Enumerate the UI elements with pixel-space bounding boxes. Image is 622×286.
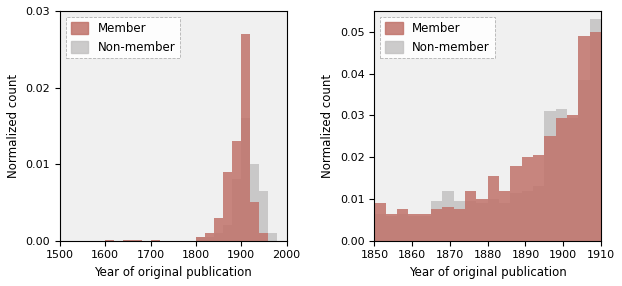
X-axis label: Year of original publication: Year of original publication <box>409 266 567 279</box>
Y-axis label: Normalized count: Normalized count <box>7 74 20 178</box>
Legend: Member, Non-member: Member, Non-member <box>66 17 180 58</box>
Y-axis label: Normalized count: Normalized count <box>322 74 335 178</box>
Legend: Member, Non-member: Member, Non-member <box>380 17 494 58</box>
X-axis label: Year of original publication: Year of original publication <box>95 266 252 279</box>
